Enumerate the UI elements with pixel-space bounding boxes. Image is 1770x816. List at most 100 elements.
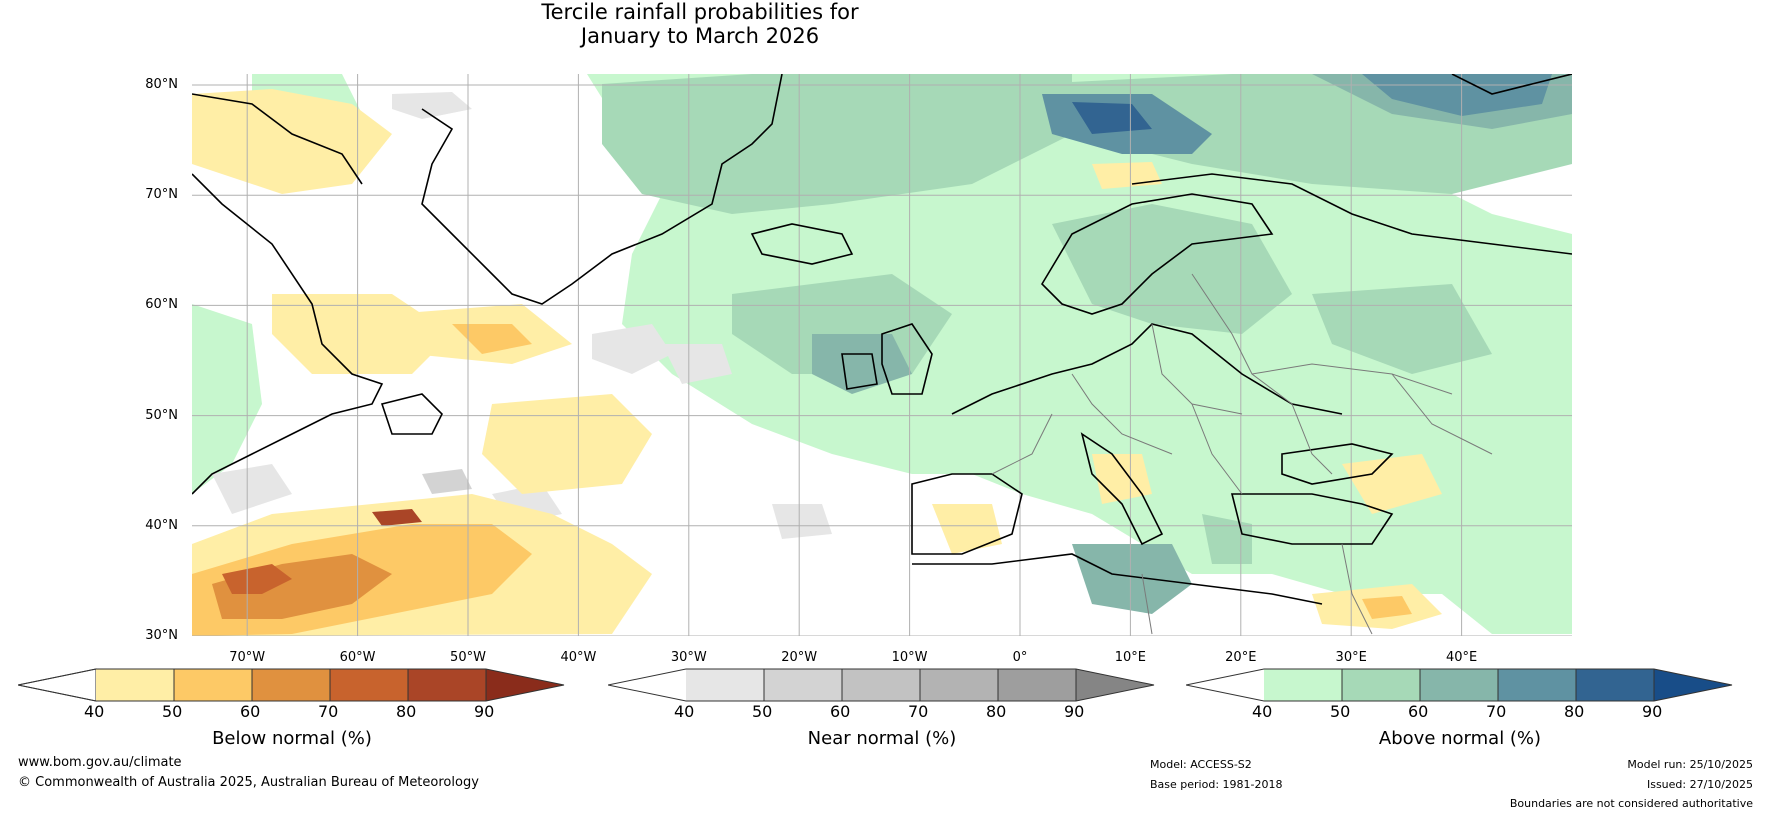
coastline-arctic-russia	[1131, 173, 1572, 255]
title-line-2: January to March 2026	[580, 24, 820, 48]
issued-date: Issued: 27/10/2025	[1646, 778, 1753, 791]
colorbar-near-lower-extend	[608, 669, 686, 701]
model-name: Model: ACCESS-S2	[1150, 758, 1252, 771]
longitude-label: 30°E	[1335, 650, 1367, 665]
coastline-ireland	[841, 353, 878, 390]
border-7	[991, 413, 1053, 475]
near-normal-zone-2	[592, 324, 672, 374]
colorbar-below-upper-extend	[486, 669, 564, 701]
longitude-label: 10°W	[891, 650, 928, 665]
below-normal-zone-azores-north	[482, 394, 652, 494]
border-4	[1071, 373, 1173, 455]
longitude-label: 20°W	[781, 650, 818, 665]
colorbar-tick-label: 40	[1252, 702, 1273, 721]
colorbar-near-upper-extend	[1076, 669, 1154, 701]
colorbar-tick-label: 50	[162, 702, 183, 721]
base-period: Base period: 1981-2018	[1150, 778, 1283, 791]
colorbar-above-lower-extend	[1186, 669, 1264, 701]
border-1	[1151, 323, 1243, 415]
colorbar-above-outline	[1186, 668, 1733, 702]
coastline-north-africa	[912, 553, 1323, 605]
colorbar-title-above: Above normal (%)	[1378, 728, 1542, 749]
colorbar-tick-label: 60	[240, 702, 261, 721]
colorbar-below-70-80	[330, 669, 408, 701]
below-normal-zone-iberia	[932, 504, 1002, 554]
colorbar-title-below: Below normal (%)	[212, 728, 372, 749]
website-link[interactable]: www.bom.gov.au/climate	[18, 755, 182, 770]
colorbar-near-normal	[608, 668, 1155, 702]
colorbar-tick-label: 70	[1486, 702, 1507, 721]
near-normal-zone-6	[212, 464, 292, 514]
boundaries-disclaimer: Boundaries are not considered authoritat…	[1509, 797, 1753, 810]
coastline-novaya-zemlya	[1451, 74, 1572, 95]
longitude-label: 30°W	[670, 650, 707, 665]
latitude-label: 80°N	[145, 77, 178, 93]
latitude-label: 70°N	[145, 187, 178, 203]
above-normal-zone-barents-core	[1362, 74, 1552, 116]
coastline-baffin	[192, 93, 363, 185]
near-normal-zone-5	[422, 469, 472, 494]
colorbar-tick-label: 60	[1408, 702, 1429, 721]
above-normal-zone-north-atlantic	[587, 74, 1572, 634]
colorbar-near-outline	[608, 668, 1155, 702]
colorbar-above-70-80	[1498, 669, 1576, 701]
border-10	[1391, 373, 1493, 455]
colorbar-below-40-50	[96, 669, 174, 701]
colorbar-near-80-90	[998, 669, 1076, 701]
latitude-label: 40°N	[145, 517, 178, 533]
colorbar-tick-label: 60	[830, 702, 851, 721]
coastline-iceland	[750, 223, 854, 265]
copyright-notice: © Commonwealth of Australia 2025, Austra…	[18, 775, 479, 790]
rainfall-probability-map	[192, 74, 1572, 636]
coastline-italy	[1080, 432, 1164, 546]
colorbar-tick-label: 40	[84, 702, 105, 721]
below-normal-zone-black-sea	[1342, 454, 1442, 514]
above-normal-regions	[192, 74, 1572, 634]
near-normal-zone-1	[392, 92, 472, 119]
colorbar-below-outline	[18, 668, 565, 702]
colorbar-below-80-90	[408, 669, 486, 701]
colorbar-above-upper-extend	[1654, 669, 1732, 701]
below-normal-zone-davis-strait	[192, 89, 392, 194]
title-line-1: Tercile rainfall probabilities for	[541, 0, 859, 24]
above-normal-zone-greenland-sea	[602, 74, 1072, 214]
border-3	[1251, 363, 1453, 395]
below-normal-zone-subtropics-core	[222, 564, 292, 594]
latitude-label: 50°N	[145, 407, 178, 423]
colorbar-above-50-60	[1342, 669, 1420, 701]
longitude-label: 40°W	[560, 650, 597, 665]
graticule	[192, 74, 1572, 636]
colorbar-tick-label: 90	[474, 702, 495, 721]
colorbar-tick-label: 50	[1330, 702, 1351, 721]
colorbar-tick-label: 80	[986, 702, 1007, 721]
border-5	[1191, 403, 1243, 495]
colorbar-below-normal	[18, 668, 565, 702]
above-normal-zone-scandinavia	[1052, 204, 1292, 334]
colorbar-below-lower-extend	[18, 668, 97, 702]
map-canvas	[192, 74, 1572, 636]
colorbar-tick-label: 80	[1564, 702, 1585, 721]
colorbar-tick-label: 70	[318, 702, 339, 721]
colorbar-tick-label: 90	[1064, 702, 1085, 721]
border-8	[1341, 543, 1373, 635]
colorbar-below-50-60	[174, 669, 252, 701]
coastline-greenland	[421, 74, 783, 305]
below-normal-zone-italy	[1092, 454, 1152, 504]
longitude-label: 0°	[1012, 650, 1028, 665]
above-normal-zone-east-med	[1072, 544, 1192, 614]
colorbar-tick-label: 50	[752, 702, 773, 721]
colorbar-near-50-60	[764, 669, 842, 701]
border-9	[1141, 573, 1153, 635]
longitude-label: 10°E	[1114, 650, 1147, 665]
coastline-europe	[951, 323, 1343, 415]
longitude-label: 60°W	[339, 650, 376, 665]
below-normal-zone-mid-atlantic-core	[452, 324, 532, 354]
coastline-british-isles	[881, 323, 933, 395]
colorbar-near-70-80	[920, 669, 998, 701]
colorbar-near-40-50	[686, 669, 764, 701]
colorbar-above-60-70	[1420, 669, 1498, 701]
border-2	[1191, 273, 1293, 405]
below-normal-zone-subtropics-peak	[372, 509, 422, 526]
coastline-turkey	[1230, 493, 1394, 545]
above-normal-zone-west-atlantic	[192, 304, 262, 494]
